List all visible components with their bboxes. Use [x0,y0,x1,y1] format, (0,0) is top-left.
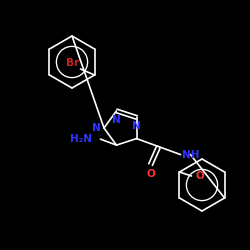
Text: O: O [196,171,204,181]
Text: Br: Br [66,58,80,68]
Text: N: N [92,123,101,133]
Text: N: N [132,122,141,132]
Text: NH: NH [182,150,199,160]
Text: H₂N: H₂N [70,134,92,144]
Text: N: N [112,115,121,125]
Text: O: O [146,168,155,178]
